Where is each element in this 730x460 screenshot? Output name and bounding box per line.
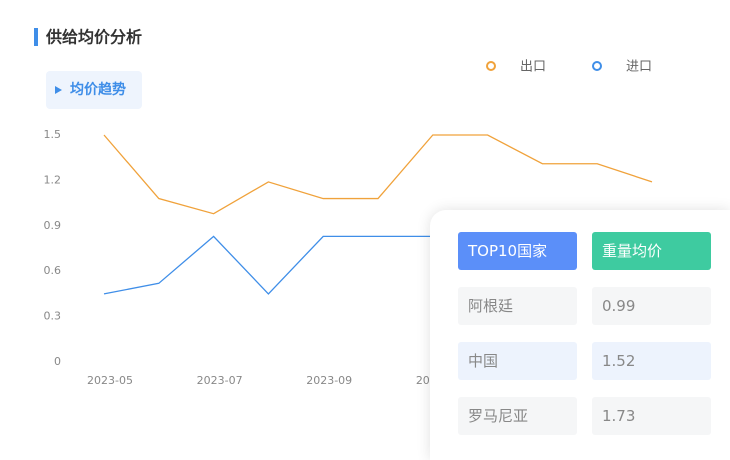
table-cell: 阿根廷 [458, 287, 577, 325]
x-tick-label: 2023-05 [87, 374, 133, 387]
y-tick-label: 0 [54, 355, 61, 368]
table-header[interactable]: 重量均价 [592, 232, 711, 270]
x-tick-label: 2023-09 [306, 374, 352, 387]
chart-title: 供给均价分析 [45, 28, 142, 47]
table-card: TOP10国家 重量均价 阿根廷 0.99 中国 1.52 罗马尼亚 1.73 [430, 210, 730, 460]
table-cell: 罗马尼亚 [458, 397, 577, 435]
table-cell: 1.73 [592, 397, 711, 435]
table-cell: 0.99 [592, 287, 711, 325]
y-tick-label: 1.2 [44, 173, 62, 186]
table-header[interactable]: TOP10国家 [458, 232, 577, 270]
y-tick-label: 1.5 [44, 128, 62, 141]
legend-marker [592, 61, 602, 71]
title-bar [34, 28, 38, 46]
line-series [103, 134, 653, 215]
y-tick-label: 0.3 [44, 310, 62, 323]
legend-label: 进口 [626, 60, 652, 75]
table-cell: 1.52 [592, 342, 711, 380]
line-series [103, 235, 433, 295]
y-tick-label: 0.6 [44, 264, 62, 277]
x-tick-label: 2023-07 [197, 374, 243, 387]
legend-label: 出口 [520, 60, 546, 75]
y-tick-label: 0.9 [44, 219, 62, 232]
legend-marker [486, 61, 496, 71]
tab-button[interactable]: 均价趋势 [46, 71, 142, 109]
table-cell: 中国 [458, 342, 577, 380]
